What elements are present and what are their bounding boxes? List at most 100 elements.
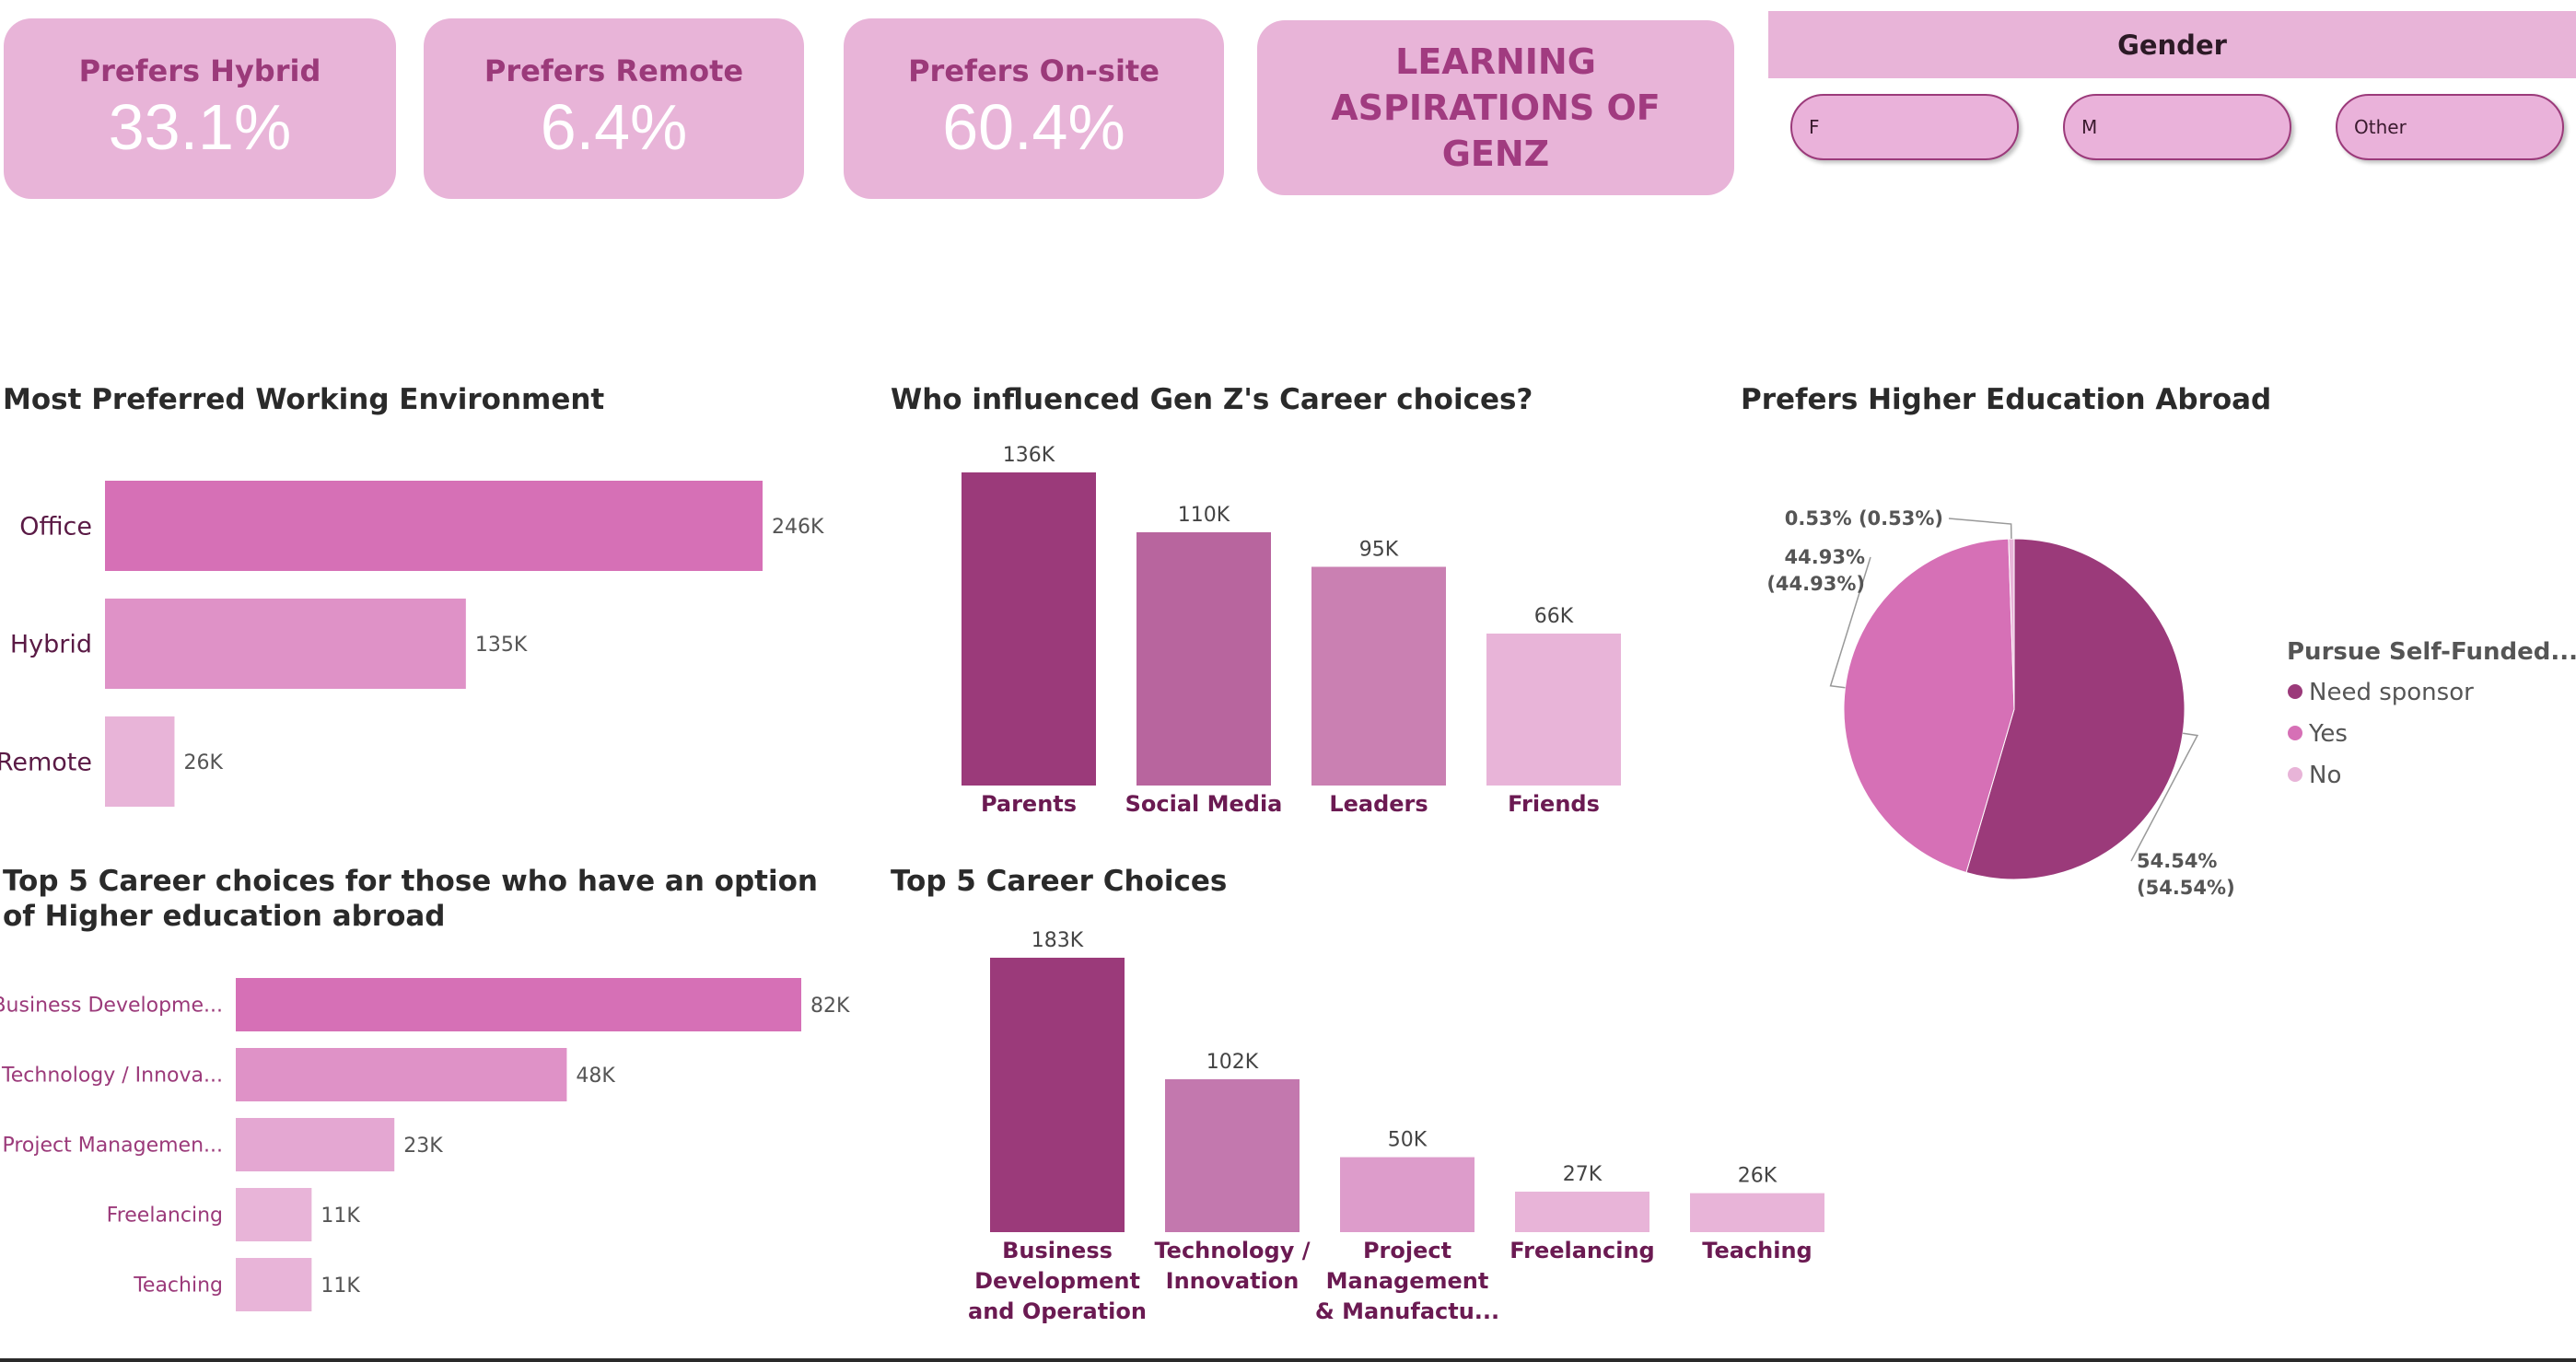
- bar: [990, 958, 1125, 1232]
- higher-ed-pie-chart: 54.54% (54.54%) 44.93% (44.93%) 0.53% (0.53%…: [1766, 507, 2576, 899]
- working-env-title: Most Preferred Working Environment: [3, 383, 605, 416]
- category-label: Hybrid: [10, 630, 92, 658]
- bar: [1311, 566, 1446, 786]
- bar: [1486, 634, 1621, 786]
- bar: [236, 1048, 567, 1101]
- kpi-value: 60.4%: [942, 91, 1125, 163]
- data-label: 246K: [772, 516, 824, 539]
- pie-slice: [2008, 538, 2015, 710]
- kpi-label: Prefers On-site: [908, 53, 1160, 88]
- category-label: Teaching: [133, 1275, 223, 1298]
- kpi-value: 6.4%: [540, 91, 688, 163]
- data-label: 66K: [1534, 605, 1574, 628]
- legend-title: Pursue Self-Funded...: [2287, 638, 2576, 666]
- data-label: 26K: [1738, 1165, 1778, 1188]
- influencers-chart: 136K Parents 110K Social Media 95K Leaders 66K…: [962, 444, 1621, 817]
- category-label: Freelancing: [107, 1205, 223, 1228]
- category-label: Development: [974, 1268, 1140, 1294]
- data-label: 183K: [1032, 929, 1084, 952]
- category-label: Management: [1326, 1268, 1489, 1294]
- data-label: 23K: [403, 1135, 443, 1158]
- category-label: Remote: [0, 748, 92, 776]
- data-label: 82K: [810, 995, 850, 1018]
- pie-data-label: 0.53% (0.53%): [1785, 507, 1943, 530]
- pie-slice: [1843, 538, 2015, 874]
- data-label: 11K: [321, 1275, 360, 1298]
- legend-marker: [2288, 726, 2302, 740]
- top-careers-chart: 183K Business Development and Operation 102K…: [968, 929, 1824, 1324]
- data-label: 27K: [1563, 1163, 1603, 1186]
- bar: [236, 1118, 395, 1171]
- data-label: 136K: [1003, 444, 1055, 467]
- data-label: 102K: [1206, 1051, 1259, 1074]
- careers-abroad-title: Top 5 Career choices for those who have …: [3, 865, 818, 933]
- dashboard-title-card: LEARNING ASPIRATIONS OF GENZ: [1257, 20, 1734, 195]
- influencers-title: Who influenced Gen Z's Career choices?: [891, 383, 1533, 416]
- pie-data-label: (54.54%): [2137, 877, 2235, 899]
- leader-line: [1829, 556, 1871, 689]
- pie-data-label: (44.93%): [1766, 573, 1865, 595]
- kpi-value: 33.1%: [108, 91, 292, 163]
- data-label: 11K: [321, 1205, 360, 1228]
- slicer-option-f[interactable]: F: [1790, 94, 2019, 160]
- bar: [236, 978, 801, 1031]
- category-label: Friends: [1508, 791, 1600, 817]
- kpi-label: Prefers Remote: [484, 53, 744, 88]
- category-label: Business Developme...: [0, 995, 223, 1018]
- leader-line: [1948, 518, 2012, 540]
- legend-label: No: [2309, 762, 2341, 789]
- legend-label: Yes: [2308, 720, 2348, 748]
- pie-data-label: 54.54%: [2137, 850, 2217, 872]
- top-careers-title: Top 5 Career Choices: [891, 865, 1228, 898]
- legend-marker: [2288, 684, 2302, 699]
- category-label: Parents: [981, 791, 1077, 817]
- bar: [1515, 1192, 1649, 1232]
- pie-slice: [1965, 538, 2186, 880]
- bar: [105, 481, 763, 571]
- kpi-card-remote: Prefers Remote 6.4%: [424, 18, 804, 199]
- bar: [1136, 532, 1271, 786]
- dashboard-title: LEARNING ASPIRATIONS OF GENZ: [1331, 41, 1661, 174]
- category-label: Leaders: [1329, 791, 1428, 817]
- category-label: Project: [1363, 1238, 1451, 1263]
- bar: [1340, 1157, 1474, 1232]
- data-label: 95K: [1359, 539, 1399, 562]
- bar: [962, 472, 1096, 786]
- bar: [1165, 1078, 1300, 1232]
- kpi-card-onsite: Prefers On-site 60.4%: [844, 18, 1224, 199]
- leader-line: [2130, 732, 2199, 862]
- bar: [105, 599, 466, 689]
- legend-label: Need sponsor: [2309, 679, 2474, 706]
- bar: [236, 1188, 312, 1241]
- data-label: 48K: [576, 1065, 615, 1088]
- bar: [1690, 1193, 1824, 1232]
- category-label: & Manufactu...: [1315, 1298, 1499, 1324]
- data-label: 26K: [183, 751, 223, 774]
- data-label: 110K: [1178, 504, 1230, 527]
- kpi-card-hybrid: Prefers Hybrid 33.1%: [4, 18, 396, 199]
- data-label: 135K: [475, 634, 528, 657]
- bar: [236, 1258, 312, 1311]
- category-label: Technology /: [1154, 1238, 1310, 1263]
- category-label: Freelancing: [1509, 1238, 1654, 1263]
- category-label: and Operation: [968, 1298, 1147, 1324]
- kpi-label: Prefers Hybrid: [78, 53, 321, 88]
- category-label: Business: [1002, 1238, 1113, 1263]
- slicer-option-m[interactable]: M: [2063, 94, 2291, 160]
- category-label: Teaching: [1702, 1238, 1812, 1263]
- pie-data-label: 44.93%: [1785, 546, 1865, 568]
- category-label: Technology / Innova...: [1, 1065, 223, 1088]
- working-env-chart: Office 246K Hybrid 135K Remote 26K: [0, 481, 824, 807]
- higher-ed-title: Prefers Higher Education Abroad: [1741, 383, 2272, 416]
- bar: [105, 716, 175, 807]
- bottom-divider: [0, 1358, 2576, 1362]
- careers-abroad-chart: Business Developme... 82K Technology / Inn…: [0, 978, 850, 1311]
- gender-slicer-title: Gender: [1768, 11, 2576, 78]
- data-label: 50K: [1388, 1129, 1428, 1152]
- category-label: Innovation: [1166, 1268, 1300, 1294]
- category-label: Project Managemen...: [2, 1135, 223, 1158]
- slicer-option-other[interactable]: Other: [2336, 94, 2564, 160]
- category-label: Social Media: [1125, 791, 1283, 817]
- legend-marker: [2288, 767, 2302, 782]
- category-label: Office: [19, 512, 92, 541]
